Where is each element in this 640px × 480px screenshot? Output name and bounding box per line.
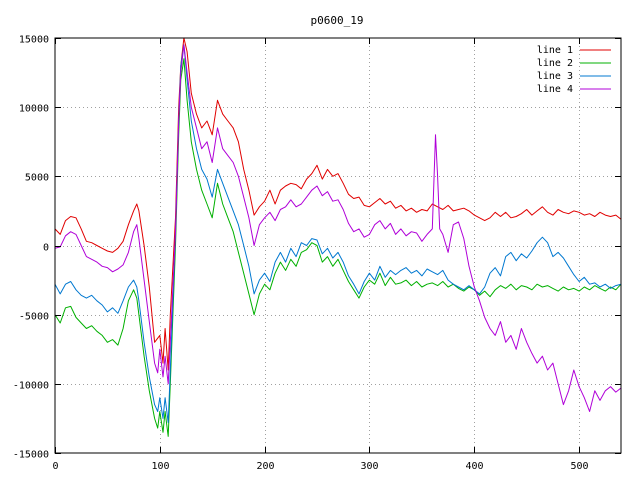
plot-frame [54,37,622,454]
legend: line 1 line 2 line 3 line 4 [537,45,611,95]
x-tick-label: 100 [151,461,169,472]
x-tick-label: 300 [360,461,378,472]
chart-title: p0600_19 [311,14,364,27]
x-tick-label: 0 [52,461,58,472]
series-group [55,38,621,437]
axis-ticks: 0 100 200 300 400 500 -15000 -10000 -5000 0 5000 10… [13,35,621,472]
y-tick-label: -15000 [13,450,49,461]
legend-label-1: line 1 [537,45,573,56]
series-line-3 [55,44,621,424]
x-tick-label: 500 [570,461,588,472]
legend-label-3: line 3 [537,71,573,82]
x-tick-label: 400 [465,461,483,472]
y-tick-label: 15000 [19,35,49,46]
legend-label-2: line 2 [537,58,573,69]
series-line-4 [55,44,621,412]
y-tick-label: 0 [43,243,49,254]
x-tick-label: 200 [256,461,274,472]
series-line-2 [55,58,621,437]
series-line-1 [55,38,621,371]
y-tick-label: 5000 [25,173,49,184]
y-tick-label: -5000 [19,312,49,323]
y-tick-label: -10000 [13,381,49,392]
y-tick-label: 10000 [19,104,49,115]
legend-label-4: line 4 [537,84,573,95]
